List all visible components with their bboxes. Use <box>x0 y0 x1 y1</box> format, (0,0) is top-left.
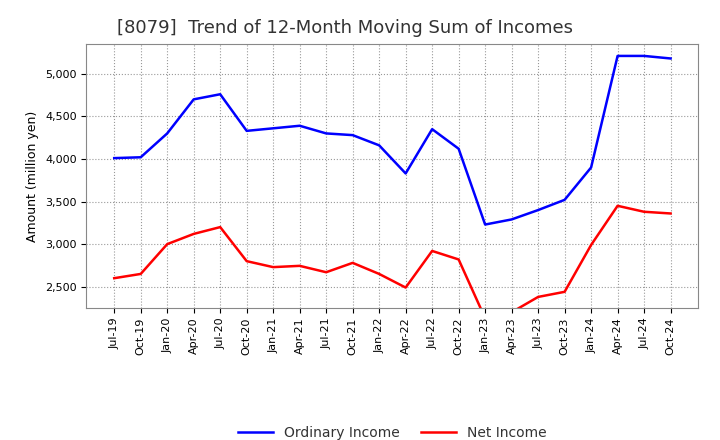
Net Income <box>243 259 251 264</box>
Ordinary Income <box>163 131 171 136</box>
Net Income <box>508 310 516 315</box>
Net Income <box>136 271 145 277</box>
Net Income <box>189 231 198 237</box>
Ordinary Income <box>295 123 304 128</box>
Line: Ordinary Income: Ordinary Income <box>114 56 670 224</box>
Net Income <box>666 211 675 216</box>
Ordinary Income <box>428 127 436 132</box>
Line: Net Income: Net Income <box>114 206 670 318</box>
Net Income <box>269 264 277 270</box>
Ordinary Income <box>560 197 569 202</box>
Legend: Ordinary Income, Net Income: Ordinary Income, Net Income <box>238 426 546 440</box>
Net Income <box>428 248 436 253</box>
Net Income <box>375 271 384 277</box>
Ordinary Income <box>508 217 516 222</box>
Ordinary Income <box>587 165 595 170</box>
Ordinary Income <box>136 154 145 160</box>
Ordinary Income <box>110 155 119 161</box>
Ordinary Income <box>481 222 490 227</box>
Net Income <box>216 224 225 230</box>
Net Income <box>322 270 330 275</box>
Net Income <box>348 260 357 265</box>
Net Income <box>560 289 569 294</box>
Net Income <box>295 263 304 268</box>
Ordinary Income <box>322 131 330 136</box>
Net Income <box>163 242 171 247</box>
Net Income <box>534 294 542 300</box>
Net Income <box>587 242 595 248</box>
Ordinary Income <box>216 92 225 97</box>
Text: [8079]  Trend of 12-Month Moving Sum of Incomes: [8079] Trend of 12-Month Moving Sum of I… <box>117 19 573 37</box>
Ordinary Income <box>666 56 675 61</box>
Net Income <box>110 275 119 281</box>
Ordinary Income <box>375 143 384 148</box>
Y-axis label: Amount (million yen): Amount (million yen) <box>27 110 40 242</box>
Net Income <box>613 203 622 209</box>
Ordinary Income <box>401 171 410 176</box>
Ordinary Income <box>640 53 649 59</box>
Net Income <box>640 209 649 214</box>
Ordinary Income <box>613 53 622 59</box>
Ordinary Income <box>243 128 251 133</box>
Ordinary Income <box>534 207 542 213</box>
Net Income <box>454 257 463 262</box>
Net Income <box>481 315 490 321</box>
Ordinary Income <box>189 97 198 102</box>
Ordinary Income <box>348 132 357 138</box>
Ordinary Income <box>454 146 463 151</box>
Ordinary Income <box>269 126 277 131</box>
Net Income <box>401 285 410 290</box>
